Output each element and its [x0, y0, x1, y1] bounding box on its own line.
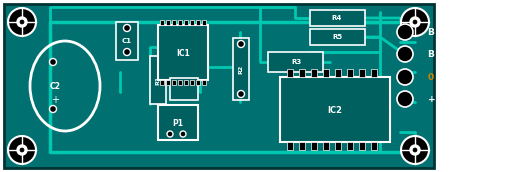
Circle shape — [8, 136, 36, 164]
Bar — [347, 142, 353, 150]
Text: R2: R2 — [239, 64, 244, 74]
Bar — [299, 142, 305, 150]
Circle shape — [397, 24, 413, 40]
Circle shape — [401, 51, 409, 57]
Bar — [158, 105, 198, 140]
Circle shape — [410, 17, 420, 27]
Bar — [178, 80, 182, 85]
Bar — [299, 69, 305, 77]
Circle shape — [238, 90, 245, 98]
Bar — [172, 20, 176, 25]
Bar — [335, 142, 341, 150]
Text: IC2: IC2 — [328, 105, 343, 115]
Text: 0: 0 — [428, 73, 434, 82]
Bar — [311, 142, 317, 150]
Text: IC1: IC1 — [176, 49, 190, 57]
Bar — [166, 80, 170, 85]
Circle shape — [397, 46, 413, 62]
Bar — [150, 56, 166, 104]
Text: B T1: B T1 — [428, 50, 451, 58]
Bar — [233, 38, 249, 100]
Circle shape — [50, 105, 56, 112]
Circle shape — [167, 131, 173, 137]
Circle shape — [123, 24, 131, 31]
Circle shape — [413, 148, 417, 152]
Bar — [166, 20, 170, 25]
Text: C2: C2 — [50, 82, 60, 90]
Circle shape — [17, 145, 27, 155]
Bar — [310, 10, 365, 26]
Circle shape — [401, 29, 409, 35]
Bar — [190, 80, 194, 85]
Bar — [184, 80, 188, 85]
Bar — [323, 69, 329, 77]
Circle shape — [20, 148, 24, 152]
Bar — [4, 4, 434, 168]
Bar — [202, 80, 206, 85]
Circle shape — [397, 69, 413, 85]
Bar — [347, 69, 353, 77]
Circle shape — [123, 49, 131, 56]
Text: P1: P1 — [173, 119, 183, 127]
Bar — [323, 142, 329, 150]
Text: R4: R4 — [332, 15, 342, 21]
Bar — [202, 20, 206, 25]
Bar — [310, 29, 365, 45]
Circle shape — [180, 131, 186, 137]
Text: R1: R1 — [156, 75, 160, 85]
Circle shape — [238, 40, 245, 47]
Circle shape — [397, 91, 413, 107]
Bar — [158, 25, 208, 80]
Circle shape — [401, 136, 429, 164]
Bar — [196, 80, 200, 85]
Circle shape — [17, 17, 27, 27]
Text: +12 V: +12 V — [428, 94, 458, 104]
Bar — [190, 20, 194, 25]
Bar — [335, 69, 341, 77]
Text: +: + — [51, 95, 59, 105]
Circle shape — [401, 95, 409, 103]
Bar — [172, 80, 176, 85]
Circle shape — [20, 20, 24, 24]
Bar — [268, 52, 323, 72]
Circle shape — [401, 73, 409, 80]
Bar — [184, 20, 188, 25]
Bar — [170, 78, 198, 100]
Bar — [116, 22, 138, 60]
Text: R5: R5 — [332, 34, 342, 40]
Bar — [160, 20, 164, 25]
Text: B T2: B T2 — [428, 28, 451, 36]
Text: C1: C1 — [122, 38, 132, 44]
Bar — [160, 80, 164, 85]
Circle shape — [410, 145, 420, 155]
Bar — [311, 69, 317, 77]
Bar — [196, 20, 200, 25]
Bar — [178, 20, 182, 25]
Circle shape — [413, 20, 417, 24]
Bar — [287, 142, 293, 150]
Bar — [287, 69, 293, 77]
Circle shape — [401, 8, 429, 36]
Text: R3: R3 — [291, 59, 301, 65]
Circle shape — [8, 8, 36, 36]
Bar — [359, 69, 365, 77]
Bar — [359, 142, 365, 150]
Circle shape — [50, 58, 56, 66]
Bar — [371, 142, 377, 150]
Bar — [371, 69, 377, 77]
Bar — [280, 77, 390, 142]
